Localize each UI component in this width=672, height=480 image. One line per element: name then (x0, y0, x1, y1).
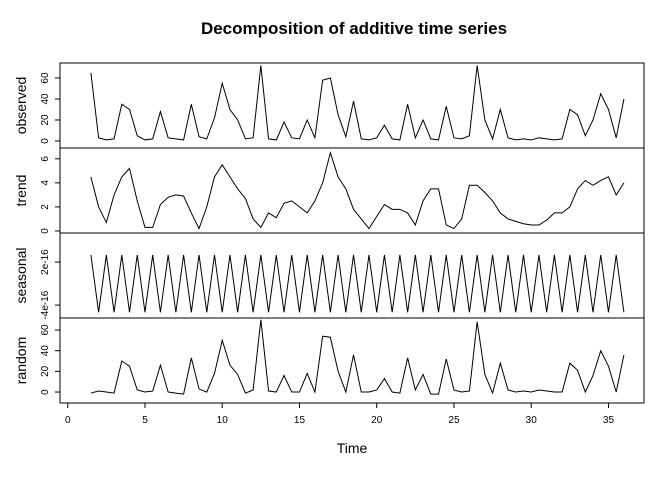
x-tick-label: 30 (526, 415, 538, 426)
panel-frame (59, 62, 645, 149)
y-axis-label: random (13, 337, 29, 384)
y-tick-label: 6 (40, 156, 51, 162)
y-tick-label: 2e-16 (40, 249, 51, 275)
x-tick-label: 0 (65, 415, 71, 426)
y-tick-label: 0 (40, 138, 51, 144)
y-axis-label: observed (13, 77, 29, 135)
x-tick-label: 20 (371, 415, 383, 426)
y-tick-label: -4e-16 (40, 290, 51, 319)
y-tick-label: 4 (40, 180, 51, 186)
chart-title: Decomposition of additive time series (201, 19, 507, 38)
x-tick-label: 5 (142, 415, 148, 426)
y-tick-label: 20 (40, 114, 51, 126)
y-axis-label: seasonal (13, 247, 29, 303)
y-tick-label: 20 (40, 365, 51, 377)
y-axis-label: trend (13, 175, 29, 207)
y-tick-label: 60 (40, 324, 51, 336)
series-line (90, 65, 625, 141)
y-tick-label: 2 (40, 204, 51, 210)
x-tick-label: 35 (603, 415, 615, 426)
series-line (90, 151, 625, 230)
series-line (90, 254, 625, 313)
y-tick-label: 0 (40, 228, 51, 234)
x-axis-label: Time (337, 440, 368, 456)
series-line (90, 319, 625, 395)
y-tick-label: 60 (40, 72, 51, 84)
x-tick-label: 10 (217, 415, 229, 426)
y-tick-label: 40 (40, 345, 51, 357)
x-tick-label: 15 (294, 415, 306, 426)
panel-frame (59, 232, 645, 319)
y-tick-label: 40 (40, 93, 51, 105)
x-tick-label: 25 (448, 415, 460, 426)
panel-frame (59, 147, 645, 234)
y-tick-label: 0 (40, 389, 51, 395)
